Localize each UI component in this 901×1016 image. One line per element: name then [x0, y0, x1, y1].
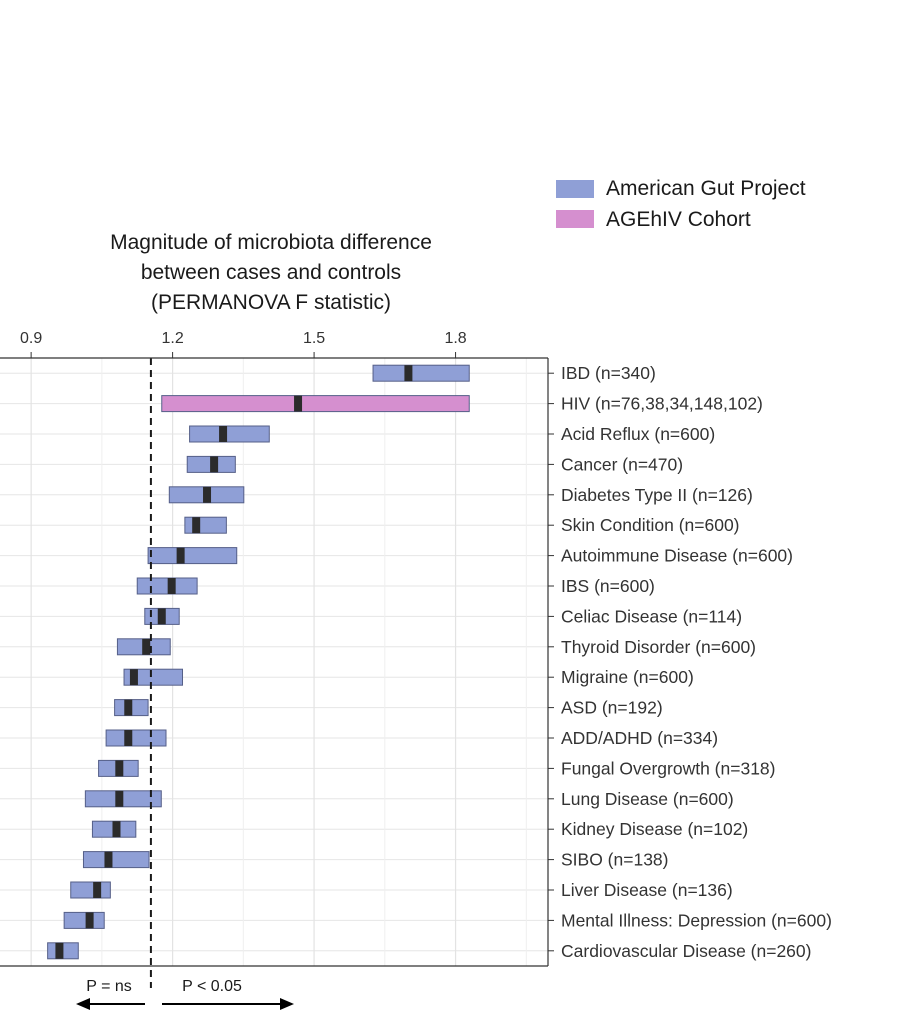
x-tick-label-1.5: 1.5 [303, 330, 325, 347]
category-label: ASD (n=192) [561, 698, 663, 718]
range-bar [161, 395, 470, 413]
median-marker [104, 851, 113, 868]
median-marker [115, 760, 124, 777]
title-line-1: Magnitude of microbiota difference [110, 231, 432, 254]
legend-label-agehiv: AGEhIV Cohort [606, 208, 751, 231]
significance-annotation: P = ns P < 0.05 [76, 978, 294, 1010]
median-marker [157, 608, 166, 625]
annotation-p-ns: P = ns [86, 978, 132, 995]
category-label: Acid Reflux (n=600) [561, 424, 715, 444]
legend-swatch-american-gut [556, 180, 594, 198]
category-label: IBS (n=600) [561, 576, 655, 596]
median-marker [203, 486, 212, 503]
category-label: Thyroid Disorder (n=600) [561, 637, 756, 657]
category-label: Kidney Disease (n=102) [561, 819, 748, 839]
median-marker [55, 942, 64, 959]
range-bar [184, 516, 227, 534]
chart-title: Magnitude of microbiota difference betwe… [110, 231, 432, 314]
range-bar [123, 668, 184, 686]
range-bar [84, 790, 162, 808]
title-line-2: between cases and controls [141, 261, 401, 284]
range-bar [105, 729, 167, 747]
median-marker [219, 426, 228, 442]
legend: American Gut Project AGEhIV Cohort [556, 177, 806, 231]
category-label: ADD/ADHD (n=334) [561, 728, 718, 748]
annotation-p-significant: P < 0.05 [182, 978, 242, 995]
median-marker [142, 638, 151, 655]
x-tick-labels: 0.9 1.2 1.5 1.8 [20, 330, 467, 347]
median-marker [112, 821, 121, 838]
range-bar [63, 911, 105, 929]
median-marker [294, 395, 303, 412]
category-label: Cardiovascular Disease (n=260) [561, 941, 811, 961]
median-marker [167, 578, 176, 594]
category-label: IBD (n=340) [561, 363, 656, 383]
x-tick-label-1.2: 1.2 [161, 330, 183, 347]
median-marker [85, 912, 94, 929]
median-marker [210, 456, 219, 473]
median-marker [124, 699, 133, 716]
legend-label-american-gut: American Gut Project [606, 177, 806, 200]
median-marker [404, 365, 413, 382]
category-label: Mental Illness: Depression (n=600) [561, 910, 832, 930]
range-bar [70, 881, 111, 899]
category-label: Liver Disease (n=136) [561, 880, 733, 900]
category-label: Fungal Overgrowth (n=318) [561, 758, 776, 778]
plot-area [0, 352, 554, 988]
range-bar [372, 364, 470, 382]
x-tick-label-1.8: 1.8 [444, 330, 466, 347]
x-tick-label-0.9: 0.9 [20, 330, 42, 347]
category-label: Skin Condition (n=600) [561, 515, 740, 535]
range-bar [189, 425, 270, 443]
median-marker [115, 790, 124, 807]
category-label: SIBO (n=138) [561, 850, 669, 870]
category-label: Autoimmune Disease (n=600) [561, 546, 793, 566]
plot-background [0, 358, 548, 966]
median-marker [129, 669, 138, 686]
category-labels: IBD (n=340) HIV (n=76,38,34,148,102) Aci… [561, 363, 832, 961]
range-bar [147, 547, 238, 565]
median-marker [124, 730, 133, 746]
median-marker [93, 882, 102, 898]
range-bar [82, 851, 150, 869]
category-label: Lung Disease (n=600) [561, 789, 734, 809]
category-label: Diabetes Type II (n=126) [561, 485, 753, 505]
median-marker [176, 547, 185, 564]
title-line-3: (PERMANOVA F statistic) [151, 291, 391, 314]
arrow-right-head [280, 998, 294, 1010]
legend-swatch-agehiv [556, 210, 594, 228]
arrow-left-head [76, 998, 90, 1010]
category-label: HIV (n=76,38,34,148,102) [561, 394, 763, 414]
category-label: Migraine (n=600) [561, 667, 694, 687]
range-bar [136, 577, 198, 595]
median-marker [192, 517, 201, 534]
category-label: Celiac Disease (n=114) [561, 606, 742, 626]
category-label: Cancer (n=470) [561, 454, 683, 474]
